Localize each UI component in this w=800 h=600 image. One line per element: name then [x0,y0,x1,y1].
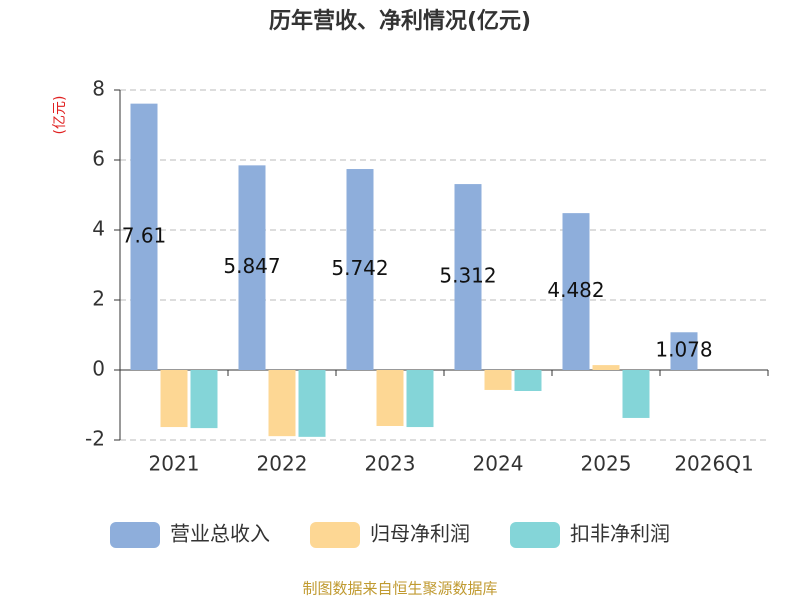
data-label: 5.847 [223,254,280,278]
x-tick-label: 2022 [257,452,308,476]
data-label: 4.482 [547,278,604,302]
bar [670,332,698,370]
x-tick-label: 2023 [365,452,416,476]
legend-swatch [310,522,360,548]
x-tick-label: 2025 [581,452,632,476]
y-tick-label: 6 [92,147,105,171]
data-label: 1.078 [655,338,712,362]
bar [406,370,434,428]
bar [190,370,218,429]
data-label: 5.742 [331,256,388,280]
bar [622,370,650,418]
bar [130,103,158,371]
x-tick-label: 2021 [149,452,200,476]
y-tick-label: 0 [92,357,105,381]
legend-swatch [510,522,560,548]
y-axis-label: (亿元) [52,96,68,135]
x-tick-label: 2024 [473,452,524,476]
legend-label: 扣非净利润 [570,522,670,546]
chart-title: 历年营收、净利情况(亿元) [269,8,531,34]
bar [298,370,326,437]
bar [346,169,374,370]
bar [268,370,296,437]
bar [454,184,482,370]
y-tick-label: 2 [92,287,105,311]
bar [592,365,620,370]
bar [238,165,266,370]
bar [484,370,512,390]
bar [562,213,590,370]
data-label: 7.61 [122,223,167,247]
bar [514,370,542,391]
bar [376,370,404,426]
legend-label: 归母净利润 [370,522,470,546]
legend-label: 营业总收入 [170,522,270,546]
legend-swatch [110,522,160,548]
y-tick-label: -2 [85,427,105,451]
y-tick-label: 8 [92,77,105,101]
source-note: 制图数据来自恒生聚源数据库 [302,580,497,598]
data-label: 5.312 [439,264,496,288]
y-tick-label: 4 [92,217,105,241]
bar [160,370,188,428]
x-tick-label: 2026Q1 [674,452,753,476]
